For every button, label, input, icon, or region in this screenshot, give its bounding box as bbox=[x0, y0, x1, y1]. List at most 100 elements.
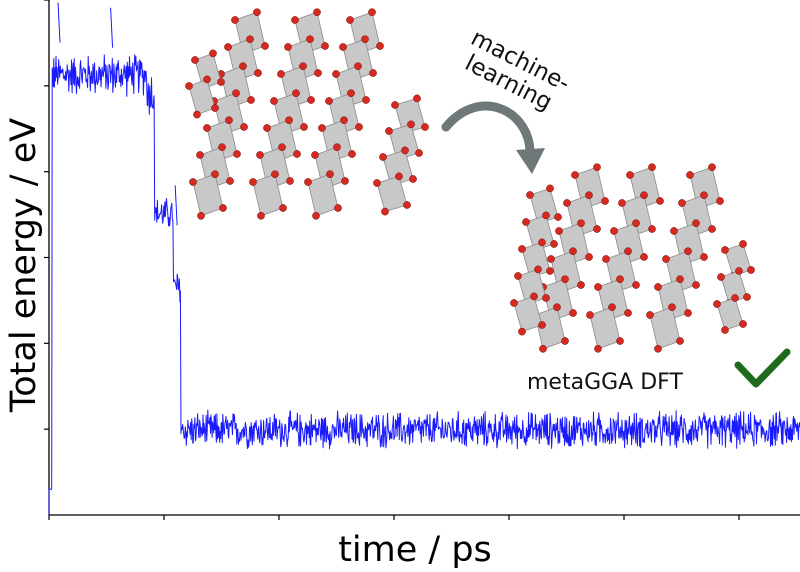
oxygen-atom bbox=[300, 123, 308, 131]
oxygen-atom bbox=[648, 225, 656, 233]
oxygen-atom bbox=[646, 311, 654, 319]
oxygen-atom bbox=[554, 213, 562, 221]
oxygen-atom bbox=[708, 225, 716, 233]
oxygen-atom bbox=[332, 70, 340, 78]
oxygen-atom bbox=[618, 199, 626, 207]
oxygen-atom bbox=[407, 120, 415, 129]
oxygen-atom bbox=[678, 199, 686, 207]
oxygen-atom bbox=[340, 116, 348, 125]
oxygen-atom bbox=[602, 255, 610, 263]
oxygen-atom bbox=[239, 62, 247, 71]
oxygen-atom bbox=[668, 303, 676, 312]
oxygen-atom bbox=[676, 337, 684, 345]
oxygen-atom bbox=[254, 69, 262, 77]
oxygen-atom bbox=[304, 178, 312, 186]
oxygen-atom bbox=[326, 170, 334, 179]
oxygen-atom bbox=[563, 199, 571, 207]
oxygen-atom bbox=[391, 101, 399, 109]
energy-line bbox=[48, 54, 800, 515]
oxygen-atom bbox=[231, 16, 239, 24]
oxygen-atom bbox=[253, 8, 261, 17]
oxygen-atom bbox=[307, 96, 315, 104]
oxygen-atom bbox=[233, 150, 241, 158]
oxygen-atom bbox=[624, 309, 632, 317]
oxygen-atom bbox=[594, 283, 602, 291]
oxygen-atom bbox=[546, 267, 554, 275]
arrow-curve bbox=[441, 101, 535, 155]
oxygen-atom bbox=[522, 218, 530, 226]
oxygen-atom bbox=[534, 265, 542, 274]
oxygen-atom bbox=[211, 170, 219, 179]
oxygen-atom bbox=[299, 62, 307, 71]
oxygen-atom bbox=[197, 211, 205, 220]
oxygen-atom bbox=[232, 89, 240, 98]
oxygen-atom bbox=[569, 247, 577, 256]
oxygen-atom bbox=[379, 153, 387, 161]
oxygen-atom bbox=[640, 191, 648, 200]
energy-spike bbox=[174, 185, 178, 226]
oxygen-atom bbox=[249, 178, 257, 186]
oxygen-atom bbox=[739, 320, 747, 328]
oxygen-atom bbox=[311, 151, 319, 159]
oxygen-atom bbox=[546, 184, 554, 193]
oxygen-atom bbox=[348, 150, 356, 158]
checkmark-icon bbox=[734, 348, 791, 388]
oxygen-atom bbox=[395, 172, 403, 181]
oxygen-atom bbox=[218, 143, 226, 152]
oxygen-atom bbox=[700, 191, 708, 200]
oxygen-atom bbox=[648, 163, 656, 172]
oxygen-atom bbox=[291, 16, 299, 24]
oxygen-atom bbox=[561, 275, 569, 284]
oxygen-atom bbox=[362, 96, 370, 104]
crystal-structure-after bbox=[510, 163, 755, 353]
oxygen-atom bbox=[616, 337, 624, 345]
oxygen-atom bbox=[376, 42, 384, 50]
oxygen-atom bbox=[270, 97, 278, 105]
oxygen-atom bbox=[318, 124, 326, 132]
oxygen-atom bbox=[314, 69, 322, 77]
oxygen-atom bbox=[654, 283, 662, 291]
oxygen-atom bbox=[538, 238, 546, 247]
oxygen-atom bbox=[608, 303, 616, 312]
oxygen-atom bbox=[586, 311, 594, 319]
oxygen-atom bbox=[191, 56, 199, 64]
oxygen-atom bbox=[284, 43, 292, 51]
oxygen-atom bbox=[717, 273, 725, 281]
oxygen-atom bbox=[226, 177, 234, 185]
oxygen-atom bbox=[542, 294, 550, 302]
oxygen-atom bbox=[368, 8, 376, 17]
oxygen-atom bbox=[539, 344, 547, 353]
oxygen-atom bbox=[325, 97, 333, 105]
oxygen-atom bbox=[256, 151, 264, 159]
oxygen-atom bbox=[421, 123, 429, 131]
oxygen-atom bbox=[594, 344, 602, 353]
oxygen-atom bbox=[713, 300, 721, 308]
oxygen-atom bbox=[346, 16, 354, 24]
oxygen-atom bbox=[610, 227, 618, 235]
oxygen-atom bbox=[347, 89, 355, 98]
oxygen-atom bbox=[354, 62, 362, 71]
oxygen-atom bbox=[219, 204, 227, 212]
oxygen-atom bbox=[292, 89, 300, 98]
oxygen-atom bbox=[285, 116, 293, 125]
oxygen-atom bbox=[518, 245, 526, 253]
oxygen-atom bbox=[739, 240, 747, 248]
oxygen-atom bbox=[217, 78, 225, 86]
oxygen-atom bbox=[547, 255, 555, 263]
oxygen-atom bbox=[247, 96, 255, 104]
oxygen-atom bbox=[415, 149, 423, 157]
crystal-structure-before bbox=[185, 8, 429, 220]
oxygen-atom bbox=[409, 175, 417, 183]
oxygen-atom bbox=[413, 94, 421, 103]
oxygen-atom bbox=[209, 49, 217, 58]
oxygen-atom bbox=[279, 204, 287, 212]
oxygen-atom bbox=[684, 309, 692, 317]
oxygen-atom bbox=[747, 266, 755, 274]
oxygen-atom bbox=[731, 294, 739, 302]
oxygen-atom bbox=[656, 197, 664, 205]
oxygen-atom bbox=[555, 227, 563, 235]
oxygen-atom bbox=[684, 247, 692, 256]
oxygen-atom bbox=[585, 191, 593, 200]
oxygen-atom bbox=[333, 143, 341, 152]
oxygen-atom bbox=[514, 272, 522, 280]
